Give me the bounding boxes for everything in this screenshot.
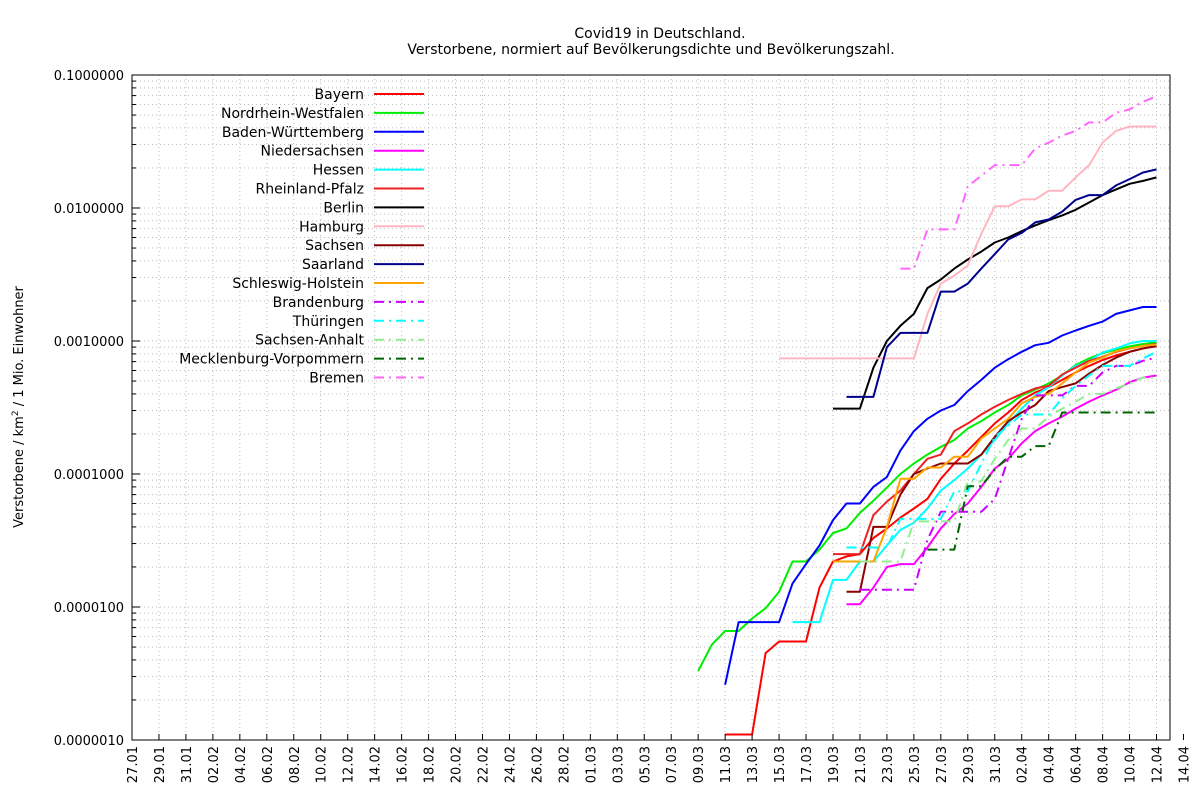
y-axis-label: Verstorbene / km2 / 1 Mio. Einwohner (11, 285, 27, 527)
x-tick-label: 20.02 (450, 746, 465, 783)
x-tick-label: 29.01 (153, 746, 168, 783)
x-tick-label: 09.03 (692, 746, 707, 783)
y-tick-label: 0.0001000 (54, 468, 124, 483)
x-tick-label: 08.04 (1097, 746, 1112, 783)
y-tick-label: 0.1000000 (54, 69, 124, 84)
y-axis-label-main: Verstorbene / km (12, 416, 27, 528)
x-tick-label: 12.04 (1151, 746, 1166, 783)
y-tick-label: 0.0000010 (54, 734, 124, 749)
x-tick-label: 24.02 (503, 746, 518, 783)
x-tick-label: 15.03 (773, 746, 788, 783)
x-tick-label: 19.03 (827, 746, 842, 783)
series-line-sachsen-anhalt (859, 376, 1157, 563)
x-tick-label: 02.04 (1016, 746, 1031, 783)
legend-label: Baden-Württemberg (222, 125, 364, 141)
x-tick-label: 10.02 (315, 746, 330, 783)
legend-label: Niedersachsen (261, 144, 364, 160)
x-tick-label: 10.04 (1124, 746, 1139, 783)
series-line-hamburg (779, 125, 1157, 360)
x-tick-label: 27.01 (126, 746, 141, 783)
series-line-nordrhein-westfalen (697, 341, 1157, 672)
x-tick-label: 04.04 (1043, 746, 1058, 783)
x-tick-label: 14.02 (369, 746, 384, 783)
legend-label: Rheinland-Pfalz (256, 182, 364, 198)
plot-frame (131, 74, 1171, 741)
y-tick-label: 0.0010000 (54, 335, 124, 350)
x-tick-label: 23.03 (881, 746, 896, 783)
series-line-bremen (900, 95, 1157, 270)
series-line-sachsen (846, 344, 1157, 593)
x-tick-label: 12.02 (342, 746, 357, 783)
x-tick-label: 05.03 (638, 746, 653, 783)
series-line-baden-w-rttemberg (724, 306, 1157, 686)
series-line-saarland (846, 168, 1157, 398)
y-tick-label: 0.0000100 (54, 601, 124, 616)
series-lines (697, 95, 1157, 736)
x-tick-label: 21.03 (854, 746, 869, 783)
legend-label: Schleswig-Holstein (232, 276, 364, 292)
x-tick-label: 27.03 (935, 746, 950, 783)
legend-label: Bremen (309, 371, 364, 387)
x-tick-label: 11.03 (719, 746, 734, 783)
x-tick-label: 17.03 (800, 746, 815, 783)
legend-label: Mecklenburg-Vorpommern (179, 352, 364, 368)
x-tick-label: 04.02 (234, 746, 249, 783)
series-line-brandenburg (859, 356, 1157, 591)
series-line-schleswig-holstein (833, 343, 1157, 563)
legend-label: Hamburg (299, 219, 364, 235)
chart-title-line2: Verstorbene, normiert auf Bevölkerungsdi… (407, 42, 894, 58)
x-tick-label: 28.02 (557, 746, 572, 783)
y-axis-label-sup: 2 (11, 410, 21, 416)
legend-label: Nordrhein-Westfalen (221, 106, 364, 122)
x-tick-label: 07.03 (665, 746, 680, 783)
legend-label: Berlin (323, 200, 364, 216)
x-tick-label: 29.03 (962, 746, 977, 783)
legend-label: Bayern (315, 87, 364, 103)
x-tick-label: 22.02 (476, 746, 491, 783)
series-line-th-ringen (846, 350, 1157, 549)
legend-label: Saarland (302, 257, 364, 273)
x-tick-label: 06.02 (261, 746, 276, 783)
series-line-mecklenburg-vorpommern (927, 411, 1157, 551)
ticks: 27.01 29.01 31.01 02.02 04.02 06.02 08.02 10.02… (54, 69, 1193, 783)
x-tick-label: 06.04 (1070, 746, 1085, 783)
y-axis-label-rest: / 1 Mio. Einwohner (12, 285, 27, 410)
x-tick-label: 16.02 (396, 746, 411, 783)
svg-text:Verstorbene / km2 / 1 Mio. Ein: Verstorbene / km2 / 1 Mio. Einwohner (11, 285, 27, 527)
x-tick-label: 26.02 (530, 746, 545, 783)
y-tick-label: 0.0100000 (54, 202, 124, 217)
x-tick-label: 13.03 (746, 746, 761, 783)
x-tick-label: 31.03 (989, 746, 1004, 783)
series-line-hessen (792, 340, 1157, 624)
x-tick-label: 03.03 (611, 746, 626, 783)
series-line-berlin (833, 176, 1157, 410)
x-tick-label: 18.02 (423, 746, 438, 783)
series-line-bayern (725, 345, 1157, 736)
legend-label: Brandenburg (273, 295, 364, 311)
legend-label: Thüringen (292, 314, 364, 330)
x-tick-label: 14.04 (1177, 746, 1192, 783)
legend: Bayern Nordrhein-Westfalen Baden-Württembe… (179, 87, 424, 387)
x-tick-label: 02.02 (207, 746, 222, 783)
x-tick-label: 31.01 (180, 746, 195, 783)
x-tick-label: 01.03 (584, 746, 599, 783)
x-tick-label: 25.03 (908, 746, 923, 783)
chart-title-line1: Covid19 in Deutschland. (574, 26, 745, 42)
legend-label: Sachsen-Anhalt (255, 333, 364, 349)
x-tick-label: 08.02 (288, 746, 303, 783)
legend-label: Hessen (313, 163, 364, 179)
legend-label: Sachsen (305, 238, 364, 254)
